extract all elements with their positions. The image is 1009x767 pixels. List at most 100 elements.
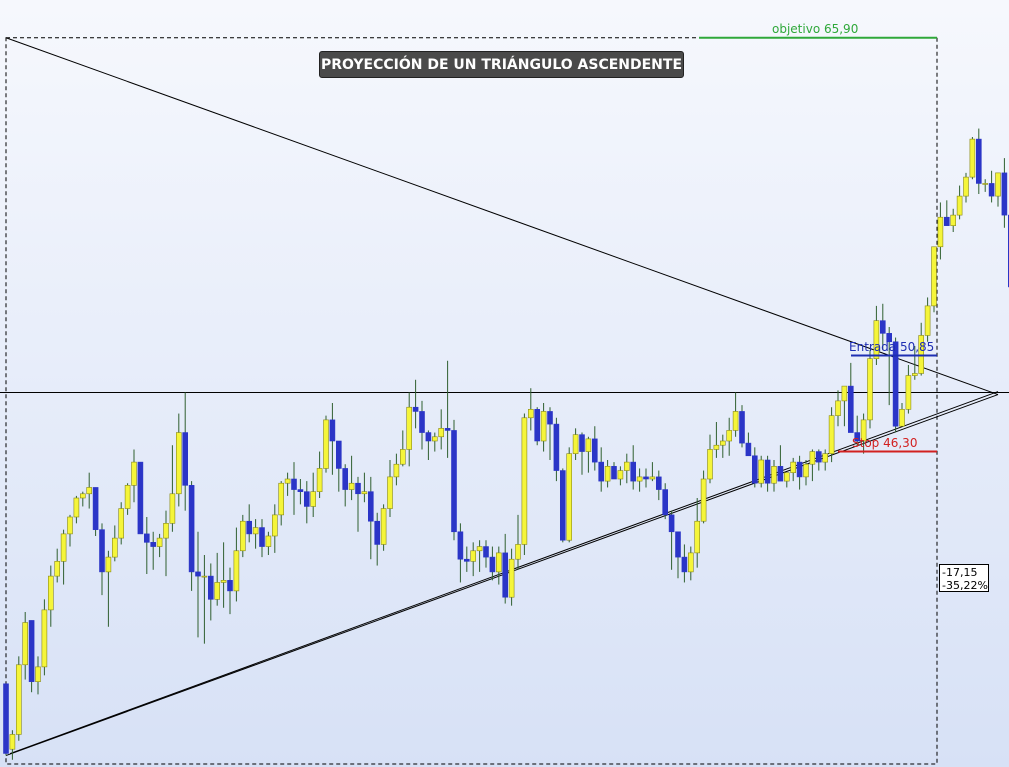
candle bbox=[918, 322, 925, 376]
candle bbox=[80, 491, 86, 507]
support-trendline bbox=[5, 394, 999, 757]
candle-body bbox=[393, 463, 400, 478]
candle-body bbox=[591, 438, 598, 463]
candle bbox=[176, 413, 182, 507]
candle-body bbox=[412, 406, 419, 412]
candle bbox=[777, 445, 784, 482]
candle-body bbox=[886, 333, 893, 343]
candle bbox=[854, 415, 861, 446]
candle bbox=[579, 432, 585, 475]
candle-body bbox=[124, 485, 131, 509]
candle-body bbox=[329, 419, 336, 442]
candle bbox=[527, 388, 534, 431]
candle-body bbox=[867, 358, 873, 421]
candle bbox=[867, 350, 873, 429]
candle bbox=[860, 413, 867, 454]
candle-body bbox=[547, 411, 553, 425]
candle-body bbox=[60, 533, 67, 562]
candle-body bbox=[732, 411, 739, 431]
candle-body bbox=[515, 544, 521, 560]
candle bbox=[988, 170, 995, 203]
candle bbox=[790, 457, 797, 482]
candle-body bbox=[489, 556, 496, 573]
candle bbox=[15, 656, 22, 741]
candle bbox=[406, 392, 413, 467]
candle bbox=[515, 514, 521, 570]
candle-body bbox=[527, 409, 534, 419]
candle-body bbox=[1001, 172, 1008, 216]
measure-change: -17,15 bbox=[942, 566, 978, 579]
candlesticks bbox=[3, 128, 1009, 760]
candle bbox=[687, 546, 694, 581]
candle bbox=[284, 472, 291, 496]
candle bbox=[572, 428, 579, 460]
candle-body bbox=[271, 514, 278, 537]
candle bbox=[937, 202, 944, 260]
candle-body bbox=[956, 195, 963, 216]
candle-body bbox=[316, 468, 323, 492]
candle bbox=[60, 529, 67, 585]
candle-body bbox=[425, 432, 432, 442]
candle bbox=[643, 468, 649, 488]
candle bbox=[617, 466, 624, 486]
candle bbox=[662, 483, 669, 520]
candle bbox=[380, 504, 387, 551]
candle bbox=[899, 403, 905, 427]
candle-body bbox=[758, 459, 765, 484]
candle bbox=[943, 200, 950, 226]
candle-body bbox=[675, 531, 681, 558]
candle bbox=[835, 390, 841, 427]
candle bbox=[470, 542, 477, 577]
candle-body bbox=[924, 305, 931, 336]
candle bbox=[969, 137, 976, 180]
candle-body bbox=[310, 491, 317, 507]
candle-body bbox=[112, 537, 118, 558]
candle-body bbox=[291, 478, 297, 490]
candle bbox=[124, 483, 131, 515]
candle-body bbox=[790, 461, 797, 473]
candle bbox=[278, 481, 285, 526]
candle bbox=[303, 481, 310, 524]
candle bbox=[483, 540, 489, 568]
candle bbox=[367, 476, 374, 560]
candle bbox=[751, 447, 758, 488]
candle-body bbox=[259, 527, 265, 547]
candle bbox=[713, 422, 720, 458]
candle bbox=[9, 730, 16, 760]
candle-body bbox=[739, 411, 745, 444]
candle-body bbox=[534, 409, 541, 442]
candle-body bbox=[815, 451, 822, 463]
candle bbox=[41, 599, 48, 676]
candle bbox=[208, 563, 214, 621]
candle bbox=[892, 337, 899, 433]
candle-body bbox=[265, 535, 272, 547]
candle-body bbox=[854, 432, 861, 442]
candle bbox=[387, 460, 393, 517]
candle bbox=[700, 470, 707, 524]
candle-body bbox=[995, 172, 1001, 197]
candle bbox=[54, 548, 61, 583]
candle-body bbox=[137, 461, 144, 535]
candle bbox=[227, 567, 233, 615]
candle-body bbox=[476, 546, 483, 552]
candle bbox=[316, 451, 323, 498]
candle-body bbox=[303, 491, 310, 507]
candle bbox=[271, 504, 278, 553]
candle-body bbox=[745, 442, 752, 457]
candle bbox=[521, 413, 528, 555]
candle-body bbox=[604, 466, 611, 482]
candle-body bbox=[182, 432, 188, 486]
candle-body bbox=[771, 466, 777, 484]
candle bbox=[534, 407, 541, 446]
candle bbox=[956, 185, 963, 220]
candle-body bbox=[335, 440, 342, 469]
candle-body bbox=[240, 520, 246, 552]
candle bbox=[847, 362, 854, 433]
candle bbox=[636, 468, 643, 492]
candle bbox=[118, 502, 124, 545]
candle bbox=[220, 542, 227, 608]
candle-body bbox=[220, 580, 227, 583]
candle-body bbox=[431, 436, 438, 442]
